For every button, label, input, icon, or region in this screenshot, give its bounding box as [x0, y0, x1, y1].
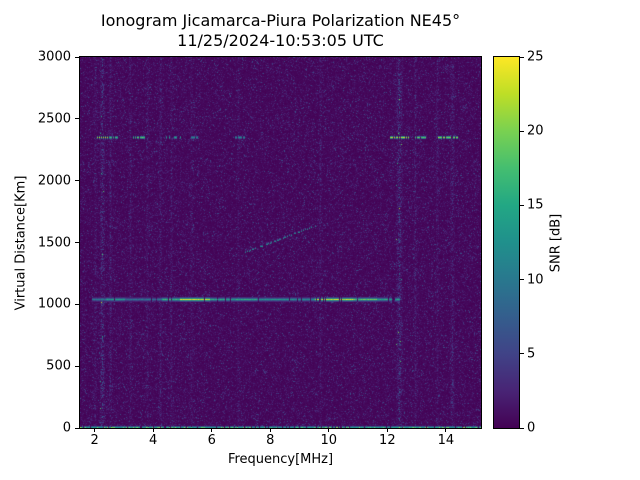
x-tick-mark [211, 428, 213, 432]
x-tick-label: 12 [379, 433, 396, 448]
y-tick-label: 1500 [37, 235, 71, 250]
x-tick-label: 2 [90, 433, 99, 448]
x-tick-label: 14 [437, 433, 455, 448]
x-tick-mark [328, 428, 330, 432]
colorbar-tick-mark [520, 353, 524, 355]
y-tick-label: 1000 [37, 296, 71, 312]
x-tick-label: 10 [320, 433, 338, 448]
colorbar-tick-mark [520, 56, 524, 58]
x-tick-mark [269, 428, 271, 432]
x-tick-label: 4 [149, 433, 158, 448]
ionogram-canvas [80, 57, 481, 428]
y-tick-mark [75, 365, 79, 367]
chart-title: Ionogram Jicamarca-Piura Polarization NE… [100, 11, 461, 30]
colorbar-tick-mark [520, 204, 524, 206]
y-tick-mark [75, 303, 79, 305]
y-tick-mark [75, 56, 79, 58]
colorbar-tick-label: 0 [527, 420, 536, 436]
x-tick-label: 6 [207, 433, 216, 448]
x-tick-mark [445, 428, 447, 432]
y-tick-label: 2500 [37, 111, 71, 127]
colorbar-tick-label: 25 [527, 49, 544, 65]
colorbar-label: SNR [dB] [548, 213, 564, 273]
colorbar-tick-label: 10 [527, 272, 544, 288]
y-tick-mark [75, 118, 79, 120]
plot-frame [79, 56, 482, 429]
y-tick-mark [75, 427, 79, 429]
y-tick-mark [75, 180, 79, 182]
x-tick-label: 8 [266, 433, 275, 448]
x-tick-mark [152, 428, 154, 432]
x-tick-mark [386, 428, 388, 432]
colorbar-tick-mark [520, 427, 524, 429]
x-tick-mark [94, 428, 96, 432]
colorbar-tick-label: 15 [527, 197, 544, 213]
x-axis-label: Frequency[MHz] [227, 452, 334, 467]
colorbar-gradient [494, 57, 519, 428]
colorbar-tick-mark [520, 130, 524, 132]
y-tick-label: 0 [62, 420, 71, 436]
colorbar-tick-mark [520, 279, 524, 281]
colorbar-tick-label: 20 [527, 123, 544, 139]
colorbar [493, 56, 520, 429]
y-tick-label: 3000 [37, 49, 71, 65]
y-tick-mark [75, 242, 79, 243]
y-tick-label: 2000 [37, 173, 71, 189]
colorbar-tick-label: 5 [527, 346, 536, 362]
chart-subtitle: 11/25/2024-10:53:05 UTC [177, 31, 384, 50]
y-tick-label: 500 [46, 358, 71, 374]
